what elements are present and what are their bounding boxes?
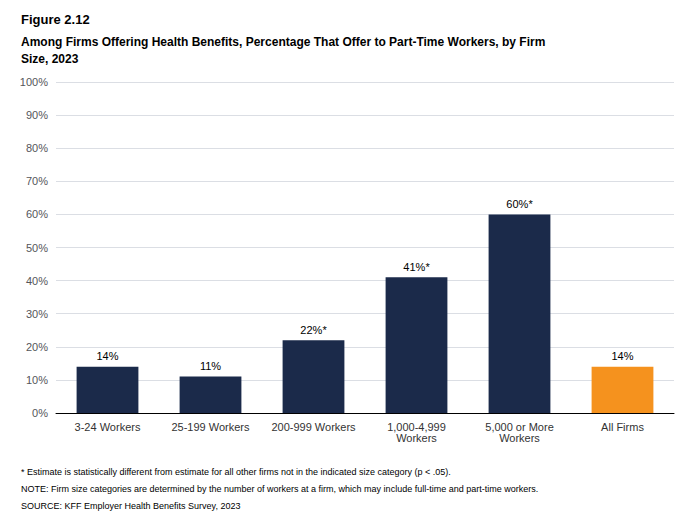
svg-text:200-999 Workers: 200-999 Workers — [271, 421, 356, 433]
svg-text:0%: 0% — [32, 407, 48, 419]
svg-text:50%: 50% — [26, 242, 48, 254]
svg-text:Workers: Workers — [396, 432, 437, 444]
svg-text:30%: 30% — [26, 308, 48, 320]
svg-text:100%: 100% — [20, 76, 48, 88]
svg-text:20%: 20% — [26, 341, 48, 353]
svg-text:14%: 14% — [611, 350, 633, 362]
svg-text:25-199 Workers: 25-199 Workers — [171, 421, 250, 433]
svg-text:70%: 70% — [26, 175, 48, 187]
svg-text:All Firms: All Firms — [601, 421, 644, 433]
svg-text:60%*: 60%* — [506, 198, 533, 210]
svg-text:3-24 Workers: 3-24 Workers — [75, 421, 141, 433]
svg-text:10%: 10% — [26, 374, 48, 386]
svg-text:41%*: 41%* — [403, 261, 430, 273]
svg-text:22%*: 22%* — [300, 324, 327, 336]
svg-text:80%: 80% — [26, 142, 48, 154]
svg-text:40%: 40% — [26, 275, 48, 287]
svg-text:SOURCE: KFF Employer Health Be: SOURCE: KFF Employer Health Benefits Sur… — [21, 501, 240, 511]
svg-text:NOTE: Firm size categories are: NOTE: Firm size categories are determine… — [21, 484, 538, 494]
svg-text:Among Firms Offering Health Be: Among Firms Offering Health Benefits, Pe… — [21, 35, 545, 49]
svg-text:1,000-4,999: 1,000-4,999 — [387, 420, 446, 433]
svg-text:5,000 or More: 5,000 or More — [485, 420, 554, 433]
svg-text:Size, 2023: Size, 2023 — [21, 52, 79, 66]
svg-text:* Estimate is statistically di: * Estimate is statistically different fr… — [21, 467, 451, 477]
svg-text:Figure 2.12: Figure 2.12 — [21, 12, 90, 27]
svg-text:Workers: Workers — [499, 432, 540, 444]
svg-text:60%: 60% — [26, 208, 48, 220]
svg-text:90%: 90% — [26, 109, 48, 121]
svg-text:11%: 11% — [200, 360, 221, 372]
svg-text:14%: 14% — [96, 350, 118, 362]
